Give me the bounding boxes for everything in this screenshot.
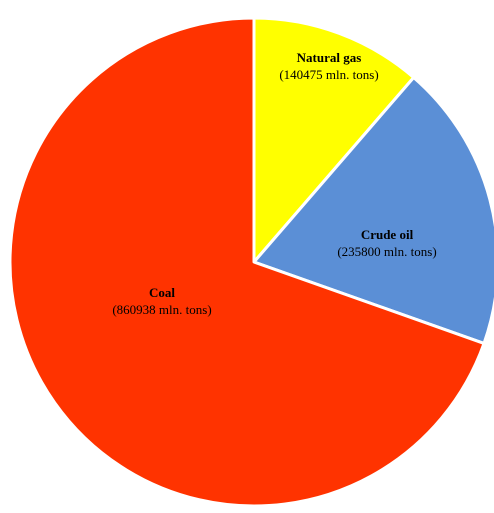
pie-slice-coal [8,16,486,508]
slice-label-name-coal: Coal [149,285,175,300]
pie-slices [8,16,494,508]
slice-label-name-crude-oil: Crude oil [361,227,414,242]
slice-label-value-crude-oil: (235800 mln. tons) [337,244,436,259]
slice-label-value-coal: (860938 mln. tons) [112,302,211,317]
slice-label-name-natural-gas: Natural gas [297,50,362,65]
slice-label-value-natural-gas: (140475 mln. tons) [279,67,378,82]
pie-slice-crude-oil [252,76,494,345]
pie-labels: Natural gas (140475 mln. tons) Crude oil (2… [112,50,436,317]
pie-slice-natural-gas [252,16,416,264]
